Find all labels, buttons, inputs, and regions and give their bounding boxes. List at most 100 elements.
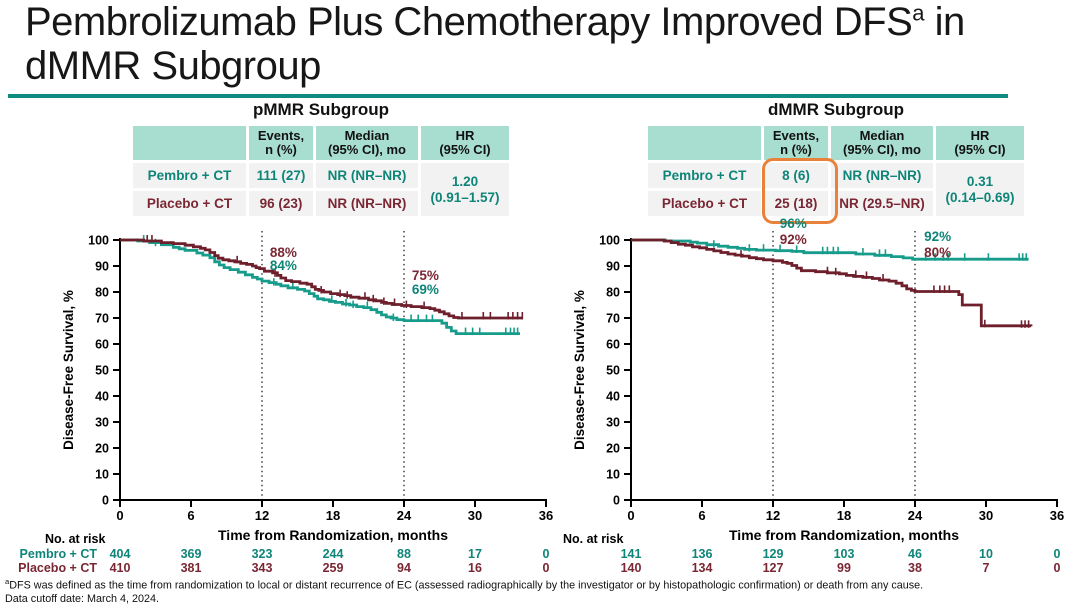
svg-text:244: 244 bbox=[323, 547, 344, 561]
pmmr-table-title: pMMR Subgroup bbox=[253, 100, 389, 119]
svg-text:90: 90 bbox=[95, 260, 109, 274]
svg-text:10: 10 bbox=[95, 468, 109, 482]
svg-text:100: 100 bbox=[599, 234, 620, 248]
dmmr-row-label-pembro: Pembro + CT bbox=[648, 163, 761, 188]
pmmr-header-median: Median (95% CI), mo bbox=[316, 126, 418, 160]
dmmr-median-pembro: NR (NR–NR) bbox=[831, 163, 933, 188]
svg-text:0: 0 bbox=[543, 547, 550, 561]
svg-text:127: 127 bbox=[763, 561, 784, 575]
svg-text:70: 70 bbox=[95, 312, 109, 326]
svg-text:40: 40 bbox=[606, 390, 620, 404]
svg-text:Pembro + CT: Pembro + CT bbox=[20, 547, 98, 561]
svg-text:141: 141 bbox=[621, 547, 642, 561]
svg-text:30: 30 bbox=[468, 508, 482, 523]
svg-text:6: 6 bbox=[698, 508, 705, 523]
svg-text:92%: 92% bbox=[924, 229, 951, 244]
svg-text:50: 50 bbox=[606, 364, 620, 378]
svg-text:46: 46 bbox=[908, 547, 922, 561]
svg-text:80: 80 bbox=[606, 286, 620, 300]
dmmr-median-placebo: NR (29.5–NR) bbox=[831, 191, 933, 216]
dmmr-table-title: dMMR Subgroup bbox=[768, 100, 904, 119]
svg-text:0: 0 bbox=[116, 508, 123, 523]
pmmr-header-empty bbox=[133, 126, 246, 160]
svg-text:88: 88 bbox=[397, 547, 411, 561]
svg-text:323: 323 bbox=[252, 547, 273, 561]
dmmr-header-median: Median (95% CI), mo bbox=[831, 126, 933, 160]
svg-text:20: 20 bbox=[606, 442, 620, 456]
svg-text:0: 0 bbox=[627, 508, 634, 523]
pmmr-row-label-pembro: Pembro + CT bbox=[133, 163, 246, 188]
svg-text:12: 12 bbox=[766, 508, 780, 523]
page-title-superscript: a bbox=[912, 0, 925, 26]
svg-text:36: 36 bbox=[1050, 508, 1064, 523]
svg-text:80%: 80% bbox=[924, 245, 951, 260]
footnote-data-cutoff: Data cutoff date: March 4, 2024. bbox=[5, 593, 160, 605]
svg-text:12: 12 bbox=[255, 508, 269, 523]
svg-text:84%: 84% bbox=[270, 258, 297, 273]
svg-text:134: 134 bbox=[692, 561, 713, 575]
svg-text:369: 369 bbox=[181, 547, 202, 561]
svg-text:410: 410 bbox=[110, 561, 131, 575]
svg-text:10: 10 bbox=[606, 468, 620, 482]
svg-text:6: 6 bbox=[187, 508, 194, 523]
pmmr-row-label-placebo: Placebo + CT bbox=[133, 191, 246, 216]
svg-text:No. at risk: No. at risk bbox=[45, 532, 105, 546]
svg-text:103: 103 bbox=[834, 547, 855, 561]
pmmr-median-pembro: NR (NR–NR) bbox=[316, 163, 418, 188]
pmmr-median-placebo: NR (NR–NR) bbox=[316, 191, 418, 216]
svg-text:0: 0 bbox=[1054, 561, 1061, 575]
svg-text:136: 136 bbox=[692, 547, 713, 561]
dmmr-header-empty bbox=[648, 126, 761, 160]
svg-text:50: 50 bbox=[95, 364, 109, 378]
svg-text:Time from Randomization, month: Time from Randomization, months bbox=[218, 527, 448, 543]
svg-text:60: 60 bbox=[606, 338, 620, 352]
footnote-superscript: a bbox=[5, 577, 10, 586]
svg-text:99: 99 bbox=[837, 561, 851, 575]
footnote-definition: aDFS was defined as the time from random… bbox=[5, 577, 924, 592]
svg-text:Time from Randomization, month: Time from Randomization, months bbox=[729, 527, 959, 543]
dmmr-header-hr: HR (95% CI) bbox=[936, 126, 1024, 160]
svg-text:30: 30 bbox=[606, 416, 620, 430]
svg-text:40: 40 bbox=[95, 390, 109, 404]
pmmr-table-grid: Events, n (%) Median (95% CI), mo HR (95% C… bbox=[133, 126, 509, 216]
pmmr-events-placebo: 96 (23) bbox=[249, 191, 313, 216]
dmmr-hr-value: 0.31 (0.14–0.69) bbox=[936, 163, 1024, 216]
svg-text:0: 0 bbox=[613, 494, 620, 508]
page-title-text: Pembrolizumab Plus Chemotherapy Improved… bbox=[25, 0, 913, 44]
svg-text:80: 80 bbox=[95, 286, 109, 300]
dmmr-events-pembro: 8 (6) bbox=[764, 163, 828, 188]
svg-text:24: 24 bbox=[908, 508, 923, 523]
pmmr-header-events: Events, n (%) bbox=[249, 126, 313, 160]
svg-text:404: 404 bbox=[110, 547, 131, 561]
svg-text:No. at risk: No. at risk bbox=[563, 532, 623, 546]
svg-text:69%: 69% bbox=[412, 282, 439, 297]
svg-text:38: 38 bbox=[908, 561, 922, 575]
svg-text:17: 17 bbox=[468, 547, 482, 561]
footnote: aDFS was defined as the time from random… bbox=[5, 575, 923, 605]
svg-text:Disease-Free Survival, %: Disease-Free Survival, % bbox=[572, 290, 587, 450]
svg-text:24: 24 bbox=[397, 508, 412, 523]
pmmr-header-hr: HR (95% CI) bbox=[421, 126, 509, 160]
pmmr-km-chart: 0 10 20 30 40 50 60 70 80 90 100 0 6 12 18 24 30 36 Diseas… bbox=[18, 231, 553, 575]
svg-text:381: 381 bbox=[181, 561, 202, 575]
svg-text:92%: 92% bbox=[780, 232, 807, 247]
svg-text:75%: 75% bbox=[412, 268, 439, 283]
dmmr-table-grid: Events, n (%) Median (95% CI), mo HR (95% C… bbox=[648, 126, 1024, 216]
svg-text:20: 20 bbox=[95, 442, 109, 456]
dmmr-header-events: Events, n (%) bbox=[764, 126, 828, 160]
events-highlight-box bbox=[762, 158, 838, 224]
svg-text:70: 70 bbox=[606, 312, 620, 326]
title-underline-rule bbox=[8, 94, 1008, 98]
svg-text:7: 7 bbox=[983, 561, 990, 575]
svg-text:18: 18 bbox=[837, 508, 851, 523]
svg-text:0: 0 bbox=[1054, 547, 1061, 561]
svg-text:259: 259 bbox=[323, 561, 344, 575]
svg-text:18: 18 bbox=[326, 508, 340, 523]
svg-text:0: 0 bbox=[102, 494, 109, 508]
svg-text:Placebo + CT: Placebo + CT bbox=[18, 561, 97, 575]
svg-text:36: 36 bbox=[539, 508, 553, 523]
page-title-text-end: in dMMR Subgroup bbox=[25, 0, 965, 88]
svg-text:0: 0 bbox=[543, 561, 550, 575]
